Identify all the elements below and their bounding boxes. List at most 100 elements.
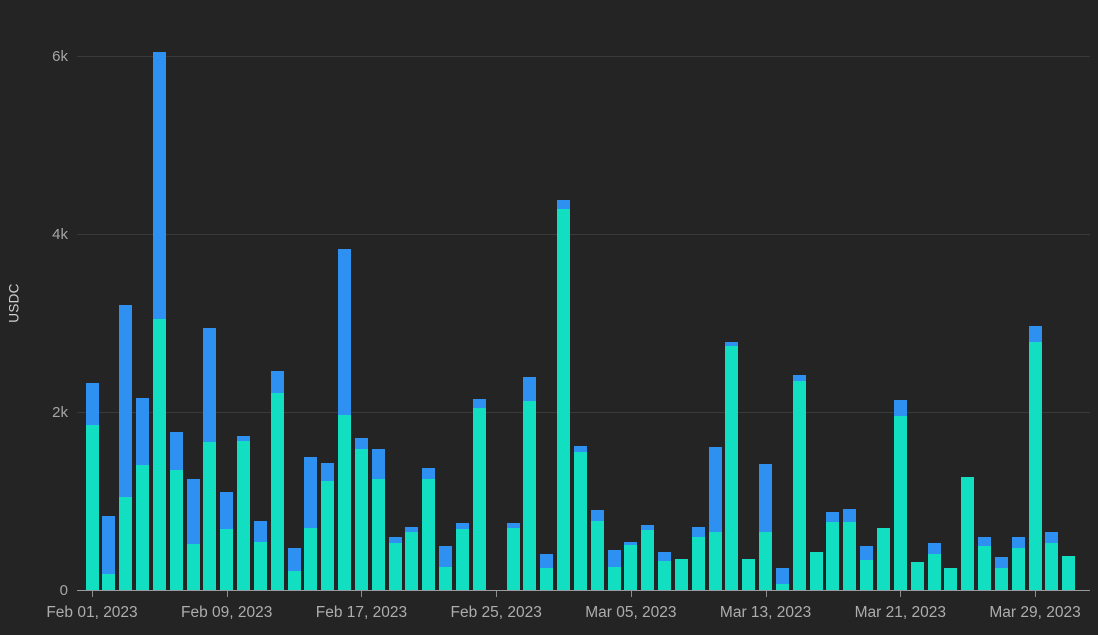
- bar-mar-11[interactable]: [725, 341, 739, 590]
- bar-mar-04[interactable]: [607, 549, 621, 590]
- bar-mar-16[interactable]: [809, 551, 823, 590]
- bar-mar-26[interactable]: [978, 536, 992, 590]
- bar-feb-10[interactable]: [237, 436, 251, 590]
- bar-segment-base-amount: [85, 425, 99, 590]
- bar-feb-14[interactable]: [304, 456, 318, 590]
- bar-mar-09[interactable]: [691, 526, 705, 590]
- bar-segment-base-amount: [809, 551, 823, 590]
- bar-segment-top-amount: [85, 382, 99, 426]
- bar-mar-03[interactable]: [590, 510, 604, 590]
- bar-segment-top-amount: [338, 249, 352, 415]
- bar-segment-base-amount: [641, 530, 655, 590]
- bar-mar-31[interactable]: [1062, 556, 1076, 590]
- bar-mar-15[interactable]: [792, 374, 806, 590]
- bar-mar-19[interactable]: [860, 546, 874, 590]
- bar-segment-top-amount: [169, 432, 183, 470]
- bar-feb-20[interactable]: [405, 526, 419, 590]
- bar-feb-28[interactable]: [540, 554, 554, 590]
- bar-feb-22[interactable]: [439, 546, 453, 590]
- bar-segment-base-amount: [321, 480, 335, 590]
- bar-mar-14[interactable]: [775, 568, 789, 590]
- bar-feb-24[interactable]: [472, 399, 486, 590]
- bar-segment-base-amount: [843, 522, 857, 590]
- bar-mar-02[interactable]: [573, 446, 587, 590]
- bar-segment-top-amount: [775, 568, 789, 584]
- bar-segment-base-amount: [253, 541, 267, 590]
- bar-segment-top-amount: [186, 478, 200, 544]
- bar-mar-23[interactable]: [927, 543, 941, 590]
- bar-mar-08[interactable]: [674, 558, 688, 590]
- bar-segment-base-amount: [708, 532, 722, 590]
- bar-segment-base-amount: [978, 545, 992, 590]
- bar-segment-top-amount: [927, 543, 941, 555]
- x-tick-mark: [92, 591, 93, 597]
- bar-mar-06[interactable]: [641, 525, 655, 590]
- x-tick-mark: [630, 591, 632, 597]
- bar-segment-base-amount: [237, 441, 251, 590]
- x-tick-label-feb-17-2023: Feb 17, 2023: [315, 604, 408, 621]
- bar-feb-05[interactable]: [152, 51, 166, 590]
- x-tick-label-mar-13-2023: Mar 13, 2023: [719, 604, 812, 621]
- x-tick-mark: [900, 591, 902, 597]
- bar-feb-13[interactable]: [287, 548, 301, 590]
- bar-segment-base-amount: [455, 528, 469, 590]
- bar-feb-06[interactable]: [169, 432, 183, 590]
- bar-mar-07[interactable]: [658, 551, 672, 590]
- bar-mar-01[interactable]: [557, 200, 571, 590]
- x-tick-mark: [226, 591, 228, 597]
- bar-feb-09[interactable]: [220, 492, 234, 590]
- bar-mar-28[interactable]: [1011, 536, 1025, 590]
- bar-segment-top-amount: [725, 341, 739, 347]
- bar-feb-17[interactable]: [354, 438, 368, 590]
- bar-feb-27[interactable]: [523, 376, 537, 590]
- bar-mar-24[interactable]: [944, 568, 958, 590]
- bar-feb-23[interactable]: [455, 522, 469, 590]
- bar-feb-15[interactable]: [321, 462, 335, 590]
- bar-feb-04[interactable]: [136, 397, 150, 590]
- bar-feb-02[interactable]: [102, 516, 116, 590]
- bar-segment-top-amount: [843, 509, 857, 523]
- bar-feb-07[interactable]: [186, 478, 200, 590]
- bar-mar-21[interactable]: [893, 400, 907, 590]
- x-tick-mark: [1035, 591, 1037, 597]
- bar-feb-08[interactable]: [203, 328, 217, 590]
- bar-feb-03[interactable]: [119, 305, 133, 590]
- bar-feb-26[interactable]: [506, 522, 520, 590]
- bar-segment-top-amount: [287, 548, 301, 572]
- bar-segment-base-amount: [287, 571, 301, 590]
- bar-segment-base-amount: [910, 562, 924, 590]
- gridline-6k: [77, 56, 1090, 57]
- bar-segment-top-amount: [270, 371, 284, 394]
- bar-feb-19[interactable]: [388, 536, 402, 590]
- bar-feb-16[interactable]: [338, 249, 352, 590]
- bar-mar-12[interactable]: [742, 558, 756, 590]
- bar-mar-22[interactable]: [910, 562, 924, 590]
- bar-segment-top-amount: [826, 511, 840, 523]
- bar-feb-21[interactable]: [422, 467, 436, 590]
- bar-feb-12[interactable]: [270, 371, 284, 590]
- x-tick-label-mar-29-2023: Mar 29, 2023: [989, 604, 1081, 621]
- bar-segment-top-amount: [978, 536, 992, 546]
- x-tick-mark: [765, 591, 767, 597]
- bar-mar-17[interactable]: [826, 511, 840, 590]
- bar-mar-18[interactable]: [843, 509, 857, 590]
- bar-segment-base-amount: [523, 401, 537, 590]
- bar-mar-25[interactable]: [961, 476, 975, 590]
- bar-segment-base-amount: [759, 531, 773, 590]
- bar-mar-13[interactable]: [759, 464, 773, 590]
- bar-feb-11[interactable]: [253, 521, 267, 590]
- bar-feb-18[interactable]: [371, 449, 385, 590]
- bar-segment-top-amount: [1045, 532, 1059, 543]
- bar-mar-27[interactable]: [994, 556, 1008, 590]
- bar-segment-base-amount: [557, 209, 571, 590]
- bar-mar-30[interactable]: [1045, 532, 1059, 590]
- bar-mar-20[interactable]: [876, 527, 890, 590]
- bar-segment-base-amount: [1028, 341, 1042, 590]
- bar-mar-05[interactable]: [624, 541, 638, 590]
- bar-feb-01[interactable]: [85, 382, 99, 590]
- bar-segment-base-amount: [893, 416, 907, 590]
- bar-segment-top-amount: [893, 400, 907, 417]
- bar-mar-29[interactable]: [1028, 325, 1042, 590]
- bar-mar-10[interactable]: [708, 447, 722, 590]
